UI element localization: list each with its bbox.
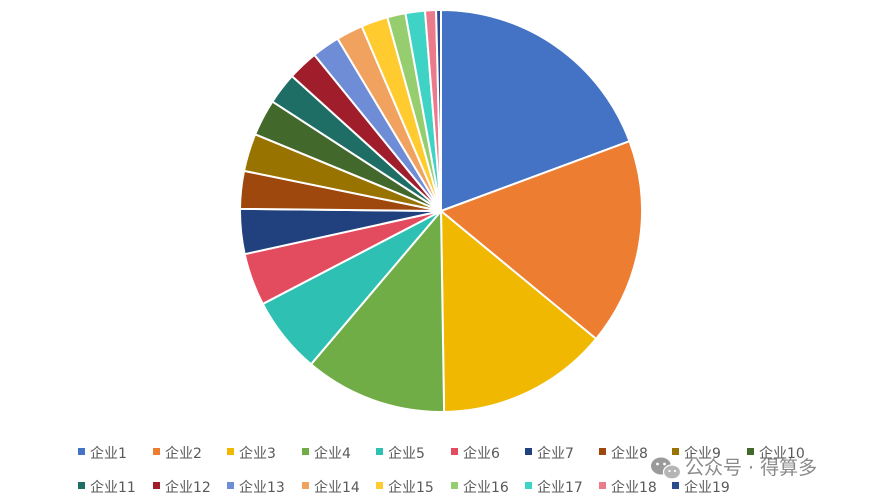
legend: 企业1 企业2 企业3 企业4 企业5 企业6 企业7 企业8 企业9 企业10 企业11 企业12 企… — [78, 445, 805, 496]
legend-label: 企业4 — [314, 445, 351, 462]
legend-label: 企业16 — [463, 479, 509, 496]
legend-swatch — [227, 482, 234, 489]
legend-label: 企业8 — [611, 445, 648, 462]
watermark-text: 公众号 · 得算多 — [685, 457, 817, 479]
legend-swatch — [153, 482, 160, 489]
legend-label: 企业12 — [165, 479, 211, 496]
legend-item-10: 企业10 — [747, 445, 805, 462]
pie-slice-19 — [435, 8, 442, 212]
legend-label: 企业2 — [165, 445, 202, 462]
legend-label: 企业7 — [537, 445, 574, 462]
legend-label: 企业10 — [759, 445, 805, 462]
legend-swatch — [599, 448, 606, 455]
legend-label: 企业14 — [314, 479, 360, 496]
legend-item-19: 企业19 — [672, 479, 730, 496]
legend-item-18: 企业18 — [599, 479, 657, 496]
legend-item-9: 企业9 — [672, 445, 721, 462]
pie-slices — [239, 8, 643, 413]
legend-swatch — [302, 448, 309, 455]
legend-swatch — [376, 448, 383, 455]
legend-item-17: 企业17 — [525, 479, 583, 496]
legend-swatch — [672, 482, 679, 489]
pie-slice-1 — [440, 9, 631, 212]
legend-swatch — [672, 448, 679, 455]
legend-swatch — [747, 448, 754, 455]
legend-item-3: 企业3 — [227, 445, 276, 462]
legend-item-1: 企业1 — [78, 445, 127, 462]
legend-label: 企业18 — [611, 479, 657, 496]
legend-item-6: 企业6 — [451, 445, 500, 462]
pie-slice-4 — [310, 210, 446, 413]
legend-item-5: 企业5 — [376, 445, 425, 462]
legend-item-13: 企业13 — [227, 479, 285, 496]
legend-label: 企业6 — [463, 445, 500, 462]
legend-swatch — [376, 482, 383, 489]
legend-swatch — [599, 482, 606, 489]
legend-label: 企业5 — [388, 445, 425, 462]
legend-item-11: 企业11 — [78, 479, 136, 496]
legend-label: 企业17 — [537, 479, 583, 496]
legend-label: 企业11 — [90, 479, 136, 496]
legend-swatch — [78, 448, 85, 455]
legend-swatch — [525, 482, 532, 489]
legend-item-12: 企业12 — [153, 479, 211, 496]
wechat-icon — [651, 457, 682, 480]
legend-item-2: 企业2 — [153, 445, 202, 462]
legend-swatch — [451, 448, 458, 455]
legend-swatch — [525, 448, 532, 455]
legend-label: 企业9 — [684, 445, 721, 462]
legend-swatch — [78, 482, 85, 489]
legend-item-8: 企业8 — [599, 445, 648, 462]
legend-item-7: 企业7 — [525, 445, 574, 462]
legend-item-14: 企业14 — [302, 479, 360, 496]
legend-item-16: 企业16 — [451, 479, 509, 496]
legend-label: 企业15 — [388, 479, 434, 496]
legend-swatch — [302, 482, 309, 489]
legend-swatch — [227, 448, 234, 455]
legend-label: 企业19 — [684, 479, 730, 496]
pie-slice-2 — [440, 140, 643, 340]
legend-swatch — [153, 448, 160, 455]
legend-swatch — [451, 482, 458, 489]
legend-label: 企业13 — [239, 479, 285, 496]
legend-label: 企业1 — [90, 445, 127, 462]
legend-item-15: 企业15 — [376, 479, 434, 496]
pie-slice-3 — [440, 210, 598, 413]
legend-label: 企业3 — [239, 445, 276, 462]
legend-item-4: 企业4 — [302, 445, 351, 462]
watermark: 公众号 · 得算多 — [651, 457, 817, 480]
